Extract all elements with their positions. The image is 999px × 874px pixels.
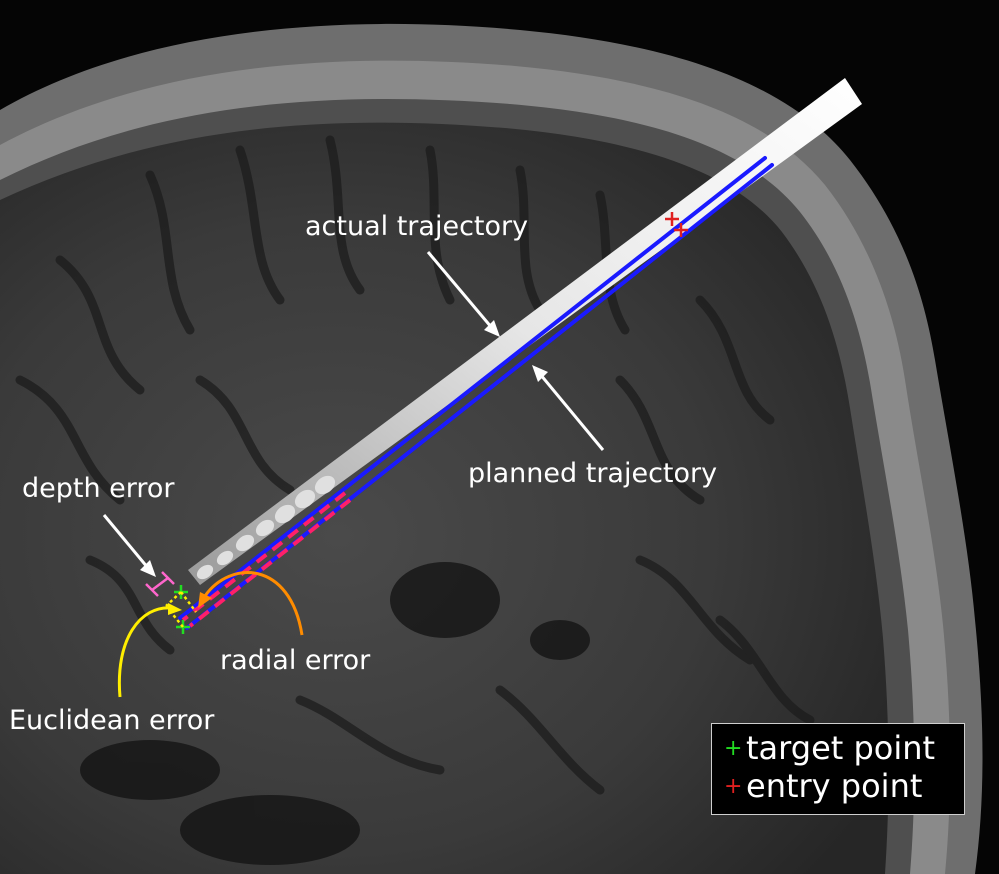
planned-trajectory-label: planned trajectory — [468, 458, 718, 489]
electrode-shaft — [188, 78, 862, 585]
sulci — [15, 135, 815, 795]
pointer-arrows — [102, 251, 605, 698]
dark-regions — [80, 562, 590, 865]
legend: + target point + entry point — [711, 723, 965, 815]
legend-item-target: + target point — [724, 732, 935, 764]
legend-label-target: target point — [746, 729, 936, 767]
euclidean-error-marker — [165, 591, 197, 628]
electrode-contacts — [196, 475, 336, 580]
legend-item-entry: + entry point — [724, 770, 922, 802]
radial-error-label: radial error — [220, 645, 371, 676]
brain-tissue — [0, 122, 889, 874]
depth-error-marker — [145, 571, 175, 597]
legend-label-entry: entry point — [746, 767, 923, 805]
depth-error-label: depth error — [22, 473, 175, 504]
actual-trajectory-label: actual trajectory — [305, 211, 529, 242]
entry-plus-icon: + — [724, 774, 743, 799]
target-plus-icon: + — [724, 736, 743, 761]
entry-point-marker — [665, 212, 688, 237]
euclidean-error-label: Euclidean error — [9, 705, 215, 736]
